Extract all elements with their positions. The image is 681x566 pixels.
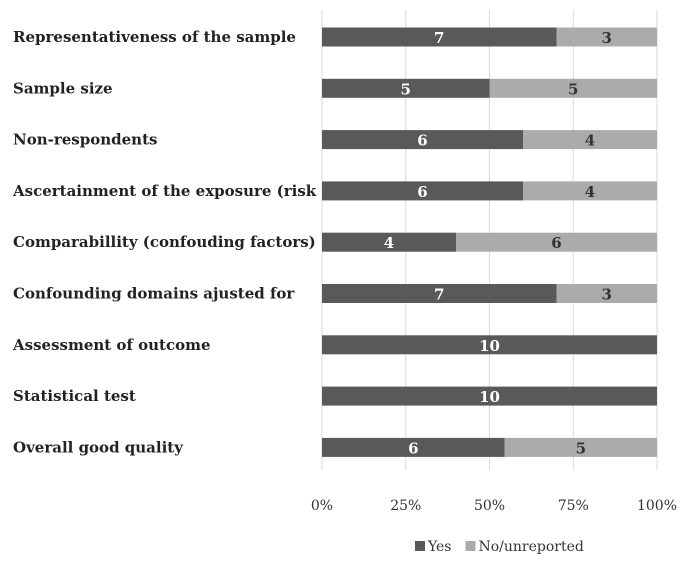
data-label: 10 bbox=[479, 337, 500, 355]
data-label: 6 bbox=[551, 234, 561, 252]
bar-segment-yes bbox=[322, 27, 557, 47]
data-label: 4 bbox=[384, 234, 394, 252]
data-label: 5 bbox=[576, 439, 586, 457]
bar-segment-yes bbox=[322, 78, 490, 98]
bar-segment-no-unreported bbox=[456, 232, 657, 252]
category-label: Overall good quality bbox=[13, 438, 184, 456]
data-label: 10 bbox=[479, 388, 500, 406]
legend-swatch bbox=[415, 541, 425, 551]
x-tick-label: 0% bbox=[311, 498, 333, 514]
data-label: 4 bbox=[585, 132, 595, 150]
category-labels: Representativeness of the sample Sample s… bbox=[12, 28, 379, 456]
bar-segment-no-unreported bbox=[556, 284, 657, 303]
category-label: Confounding domains ajusted for bbox=[13, 285, 295, 303]
bar-segment-yes bbox=[322, 335, 657, 355]
x-tick-label: 75% bbox=[558, 498, 589, 514]
category-label: Ascertainment of the exposure (risk fact… bbox=[12, 182, 379, 200]
category-label: Sample size bbox=[13, 79, 113, 97]
data-label: 4 bbox=[585, 183, 595, 201]
bar-segment-yes bbox=[322, 437, 505, 457]
bar-segment-yes bbox=[322, 284, 557, 303]
legend-label: No/unreported bbox=[479, 539, 584, 555]
bar-segment-yes bbox=[322, 181, 523, 201]
x-tick-label: 100% bbox=[637, 498, 677, 514]
bar-segment-yes bbox=[322, 386, 657, 406]
bar-segment-no-unreported bbox=[504, 437, 657, 457]
legend: Yes No/unreported bbox=[415, 539, 584, 555]
data-label: 6 bbox=[417, 132, 427, 150]
bar-segment-no-unreported bbox=[556, 27, 657, 47]
category-label: Assessment of outcome bbox=[12, 336, 211, 354]
legend-label: Yes bbox=[427, 539, 452, 555]
category-label: Statistical test bbox=[13, 387, 136, 405]
x-axis-tick-labels: 0% 25% 50% 75% 100% bbox=[311, 498, 677, 514]
bar-segment-yes bbox=[322, 232, 456, 252]
x-tick-label: 50% bbox=[474, 498, 505, 514]
data-label: 6 bbox=[417, 183, 427, 201]
x-tick-label: 25% bbox=[390, 498, 421, 514]
category-label: Comparabillity (confouding factors) bbox=[13, 233, 316, 251]
bar-segment-no-unreported bbox=[489, 78, 657, 98]
bar-segment-no-unreported bbox=[523, 130, 657, 150]
data-label: 3 bbox=[602, 286, 612, 304]
data-label: 5 bbox=[568, 80, 578, 98]
category-label: Non-respondents bbox=[13, 131, 157, 149]
data-label: 5 bbox=[401, 80, 411, 98]
bars: 7 3 5 5 6 4 6 4 4 6 7 3 10 10 6 5 bbox=[322, 27, 657, 457]
data-label: 7 bbox=[434, 29, 444, 47]
bar-segment-no-unreported bbox=[523, 181, 657, 201]
category-label: Representativeness of the sample bbox=[13, 28, 296, 46]
bar-segment-yes bbox=[322, 130, 523, 150]
legend-swatch bbox=[465, 541, 476, 551]
data-label: 3 bbox=[602, 29, 612, 47]
data-label: 7 bbox=[434, 286, 444, 304]
data-label: 6 bbox=[408, 439, 418, 457]
